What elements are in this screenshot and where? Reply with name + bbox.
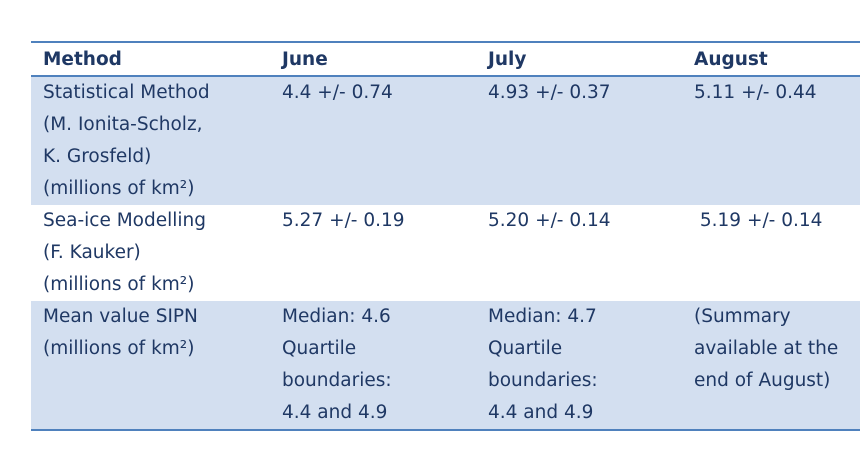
cell-line: 5.27 +/- 0.19 — [282, 210, 405, 231]
cell-june: 5.27 +/- 0.19 — [270, 205, 476, 301]
cell-june: Median: 4.6 Quartile boundaries: 4.4 and… — [270, 301, 476, 431]
cell-line: 4.4 +/- 0.74 — [282, 82, 393, 103]
cell-august: (Summary available at the end of August) — [682, 301, 860, 431]
cell-august: 5.11 +/- 0.44 — [682, 76, 860, 205]
cell-july: 5.20 +/- 0.14 — [476, 205, 682, 301]
forecast-table: Method June July August Statistical Meth… — [31, 41, 860, 431]
cell-line: 5.20 +/- 0.14 — [488, 210, 611, 231]
cell-line: Mean value SIPN — [43, 306, 198, 327]
header-june: June — [270, 41, 476, 77]
cell-july: 4.93 +/- 0.37 — [476, 76, 682, 205]
cell-line: available at the — [694, 338, 839, 359]
cell-line: Statistical Method — [43, 82, 210, 103]
cell-line: (M. Ionita-Scholz, — [43, 114, 203, 135]
header-august: August — [682, 41, 860, 77]
cell-line: (millions of km²) — [43, 338, 195, 359]
cell-july: Median: 4.7 Quartile boundaries: 4.4 and… — [476, 301, 682, 431]
table-row-statistical: Statistical Method (M. Ionita-Scholz, K.… — [31, 76, 860, 205]
cell-line: Median: 4.7 — [488, 306, 597, 327]
cell-line: Median: 4.6 — [282, 306, 391, 327]
header-row: Method June July August — [31, 41, 860, 77]
cell-method: Statistical Method (M. Ionita-Scholz, K.… — [31, 76, 270, 205]
cell-line: (Summary — [694, 306, 791, 327]
table-row-modelling: Sea-ice Modelling (F. Kauker) (millions … — [31, 205, 860, 301]
table-row-sipn: Mean value SIPN (millions of km²) Median… — [31, 301, 860, 431]
cell-line: 5.19 +/- 0.14 — [694, 210, 823, 231]
header-july: July — [476, 41, 682, 77]
cell-june: 4.4 +/- 0.74 — [270, 76, 476, 205]
cell-line: end of August) — [694, 370, 831, 391]
cell-line: 4.4 and 4.9 — [488, 402, 594, 423]
cell-line: 5.11 +/- 0.44 — [694, 82, 817, 103]
cell-line: K. Grosfeld) — [43, 146, 152, 167]
cell-line: Sea-ice Modelling — [43, 210, 207, 231]
cell-line: (millions of km²) — [43, 178, 195, 199]
cell-line: Quartile — [488, 338, 563, 359]
cell-line: boundaries: — [282, 370, 392, 391]
cell-line: (F. Kauker) — [43, 242, 141, 263]
cell-line: 4.4 and 4.9 — [282, 402, 388, 423]
cell-method: Sea-ice Modelling (F. Kauker) (millions … — [31, 205, 270, 301]
header-method: Method — [31, 41, 270, 77]
cell-line: 4.93 +/- 0.37 — [488, 82, 611, 103]
cell-line: Quartile — [282, 338, 357, 359]
cell-method: Mean value SIPN (millions of km²) — [31, 301, 270, 431]
cell-line: (millions of km²) — [43, 274, 195, 295]
cell-august: 5.19 +/- 0.14 — [682, 205, 860, 301]
cell-line: boundaries: — [488, 370, 598, 391]
